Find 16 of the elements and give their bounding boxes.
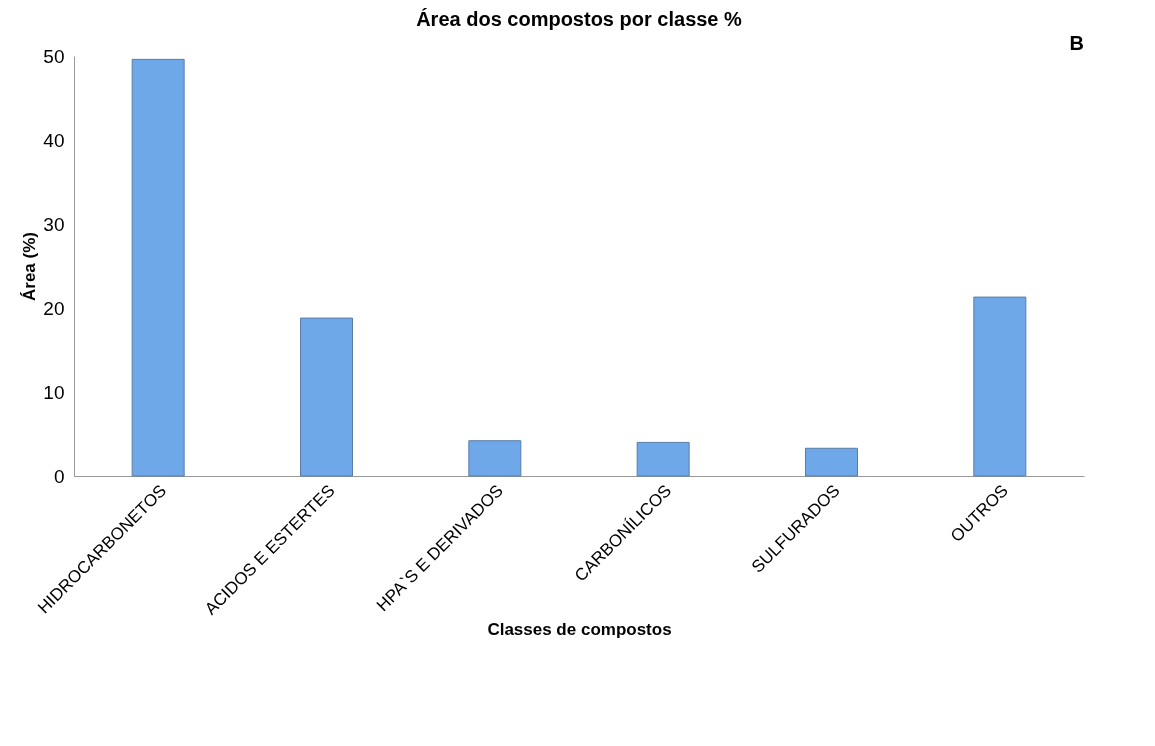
bar xyxy=(468,440,522,477)
chart-title: Área dos compostos por classe % xyxy=(416,8,743,30)
bar xyxy=(805,447,858,477)
y-tick-label: 0 xyxy=(53,465,65,487)
bar xyxy=(973,296,1027,477)
bar xyxy=(636,441,690,477)
x-axis-title: Classes de compostos xyxy=(487,619,672,639)
y-tick-label: 20 xyxy=(43,297,65,319)
y-tick-label: 50 xyxy=(43,45,65,67)
bar xyxy=(300,317,353,477)
text: B xyxy=(1069,32,1084,54)
y-tick-label: 40 xyxy=(43,129,65,151)
y-tick-label: 10 xyxy=(43,381,65,403)
bar xyxy=(131,58,185,477)
y-tick-label: 30 xyxy=(43,213,65,235)
y-axis-title: Área (%) xyxy=(20,232,40,301)
